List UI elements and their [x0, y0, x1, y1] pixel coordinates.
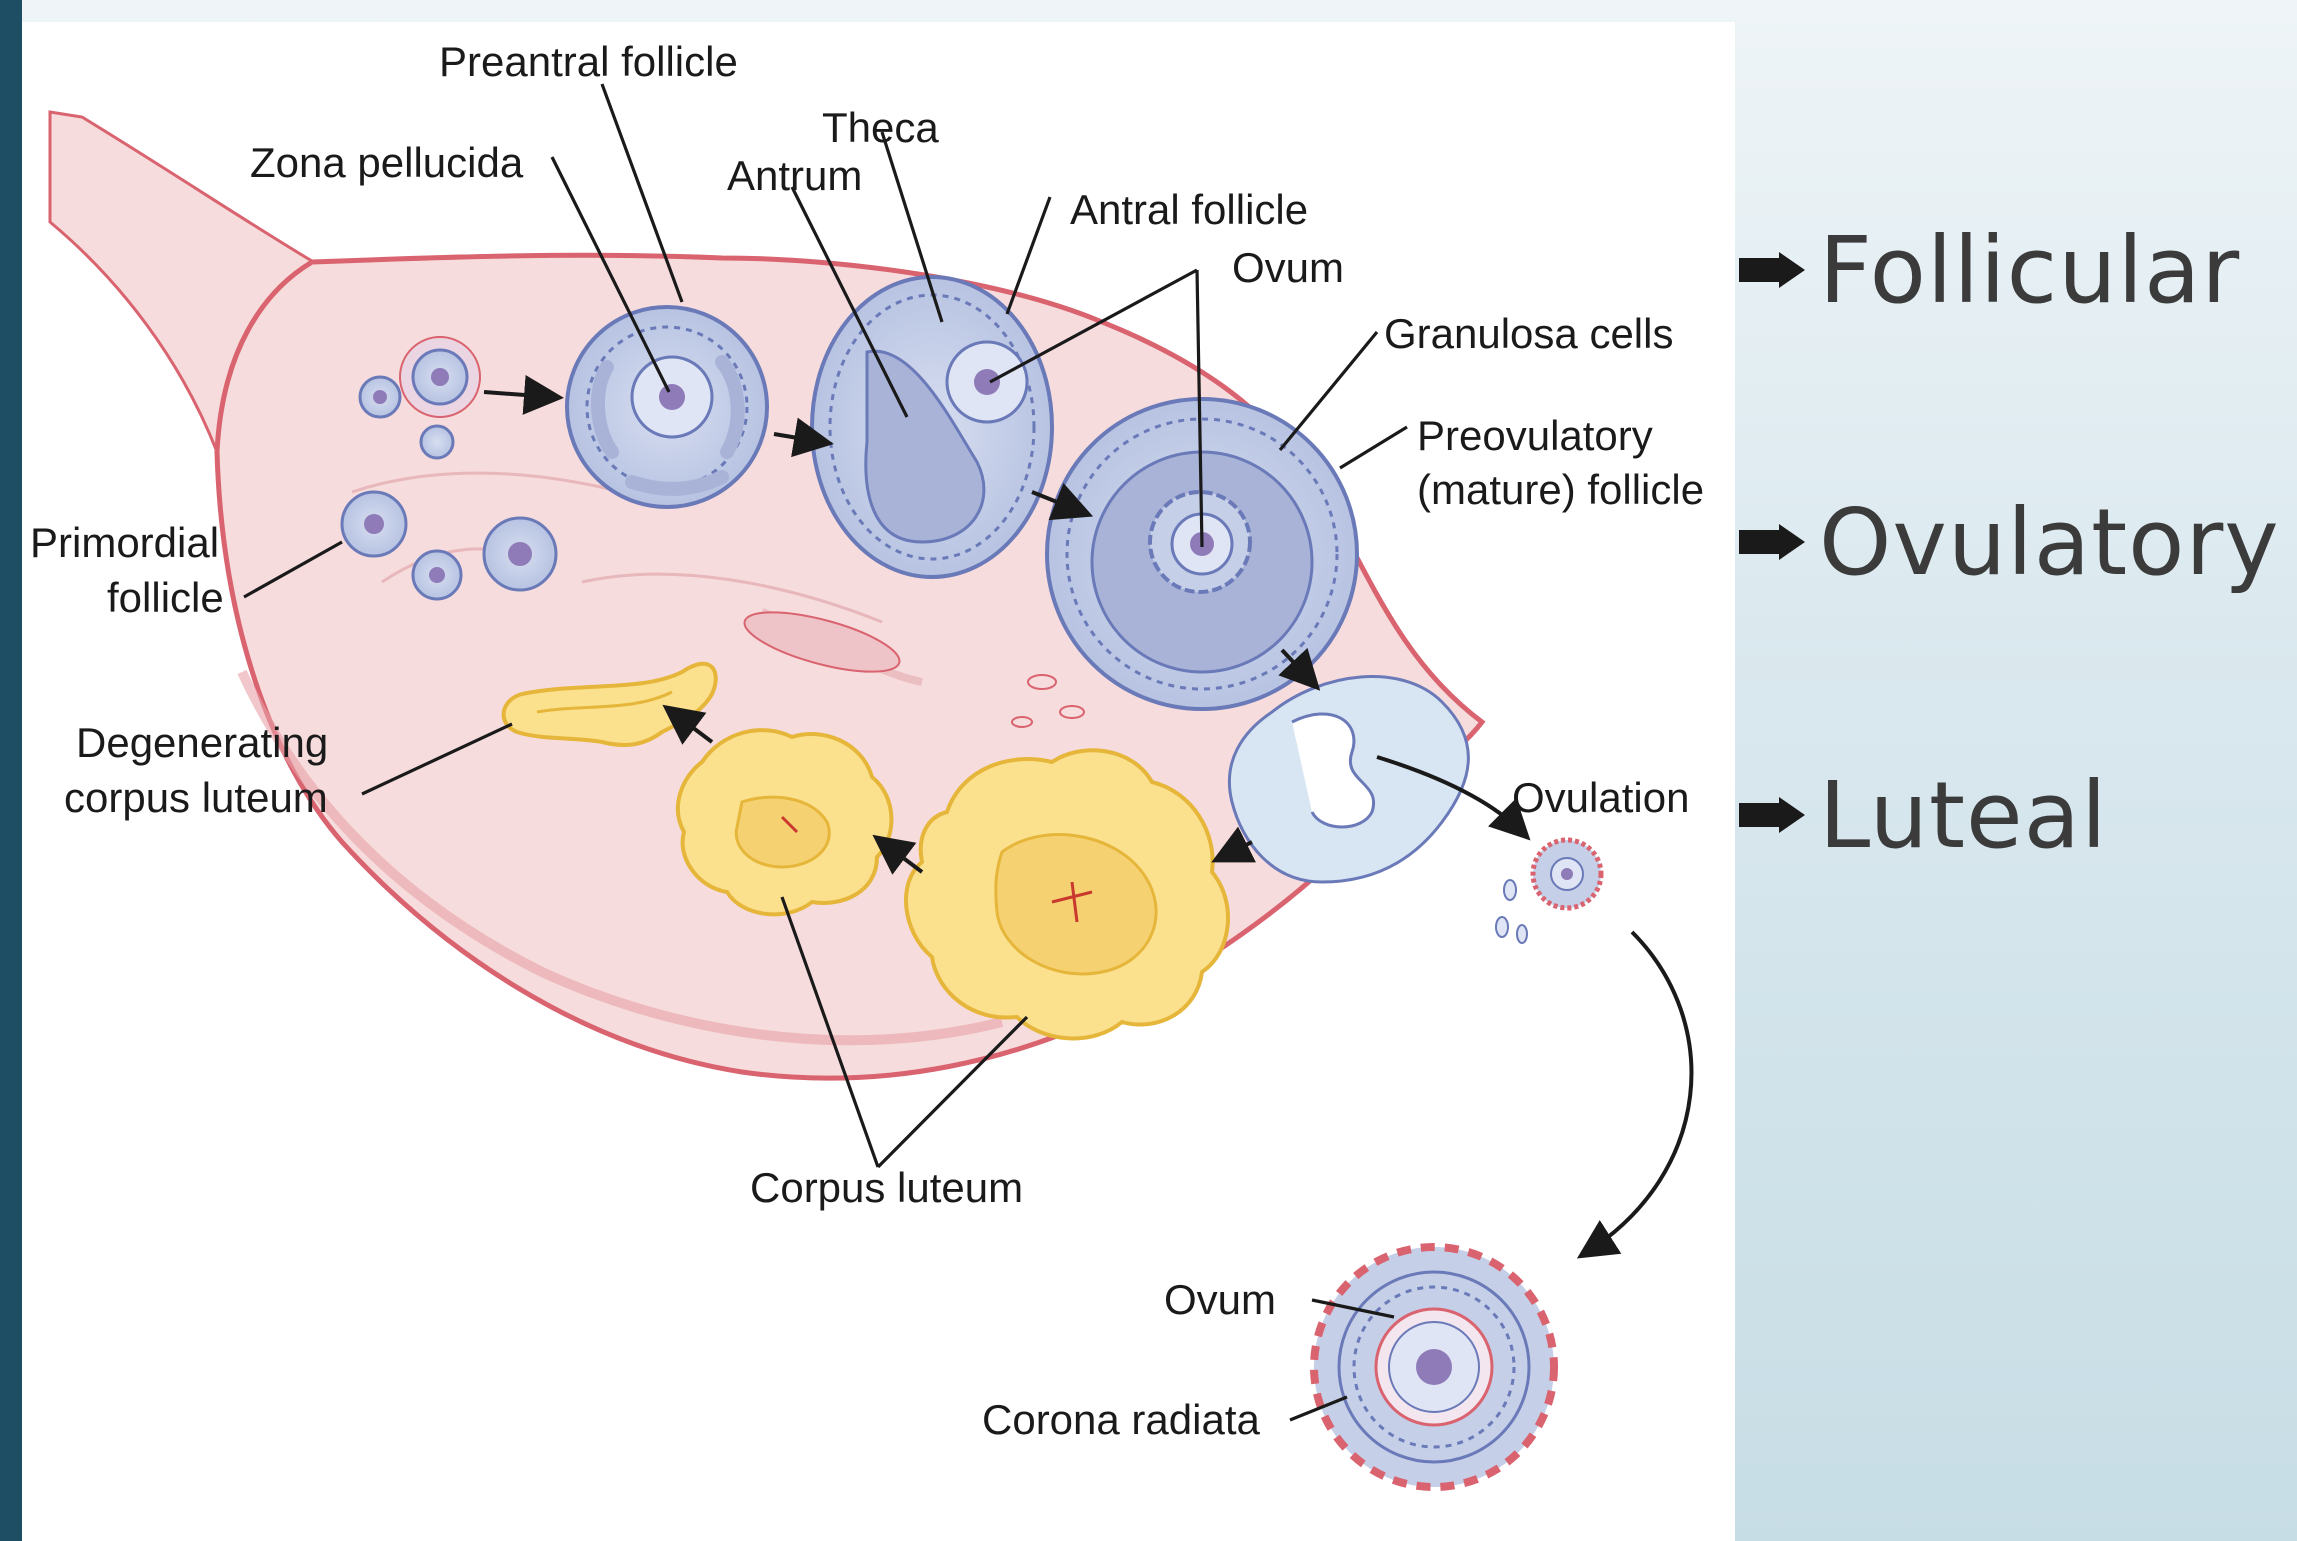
label-theca: Theca [822, 104, 939, 151]
label-ovulation: Ovulation [1512, 774, 1689, 821]
arrow-bullet-icon [1739, 524, 1805, 560]
label-granulosa-cells: Granulosa cells [1384, 310, 1673, 357]
label-primordial-follicle: follicle [107, 574, 224, 621]
bullet-ovulatory: Ovulatory [1735, 482, 2280, 602]
corpus-luteum-large [904, 748, 1230, 1041]
ovary-diagram-panel: Preantral follicle Theca Zona pellucida … [22, 22, 1735, 1541]
process-arrows [483, 375, 1694, 1259]
label-antral-follicle: Antral follicle [1070, 186, 1308, 233]
label-ovum-bottom: Ovum [1164, 1276, 1276, 1323]
leader-lines [243, 83, 1408, 1422]
primordial-follicles [340, 336, 558, 601]
bullet-luteal-text: Luteal [1819, 761, 2108, 869]
corpus-luteum-small [675, 728, 894, 917]
ruptured-follicle [1227, 675, 1470, 884]
label-zona-pellucida: Zona pellucida [250, 139, 524, 186]
left-accent-band [0, 0, 22, 1541]
label-preantral-follicle: Preantral follicle [439, 38, 738, 85]
preantral-follicle [565, 305, 769, 509]
label-degenerating-corpus-luteum: corpus luteum [64, 774, 328, 821]
ovum-corona-radiata [1310, 1243, 1558, 1491]
label-ovum-top: Ovum [1232, 244, 1344, 291]
bullet-luteal: Luteal [1735, 755, 2108, 875]
released-ovum [1495, 837, 1604, 944]
bullet-ovulatory-text: Ovulatory [1819, 488, 2280, 596]
label-corpus-luteum: Corpus luteum [750, 1164, 1023, 1211]
bullet-follicular-text: Follicular [1819, 216, 2241, 324]
ovary-diagram: Preantral follicle Theca Zona pellucida … [30, 38, 1704, 1491]
diagram-labels: Preantral follicle Theca Zona pellucida … [30, 38, 1704, 1443]
label-antrum: Antrum [727, 152, 862, 199]
arrow-bullet-icon [1739, 797, 1805, 833]
label-preovulatory: Preovulatory [1417, 412, 1653, 459]
preovulatory-follicle [1045, 397, 1359, 711]
arrow-bullet-icon [1739, 252, 1805, 288]
label-mature-follicle: (mature) follicle [1417, 466, 1704, 513]
label-degenerating: Degenerating [76, 719, 328, 766]
antral-follicle [810, 275, 1054, 579]
bullet-follicular: Follicular [1735, 210, 2240, 330]
label-primordial: Primordial [30, 519, 219, 566]
label-corona-radiata: Corona radiata [982, 1396, 1260, 1443]
